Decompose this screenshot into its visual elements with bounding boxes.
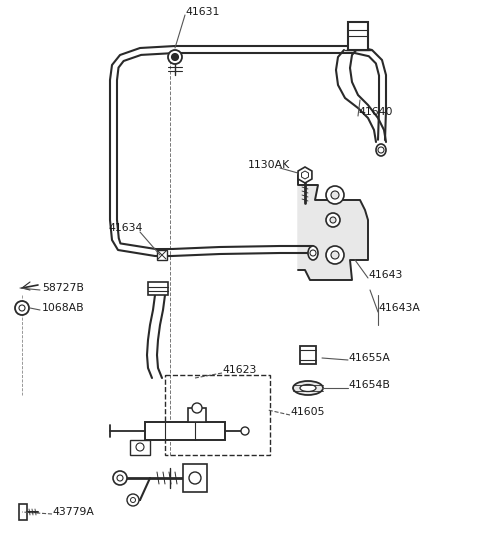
Text: 58727B: 58727B: [42, 283, 84, 293]
Text: 41605: 41605: [290, 407, 324, 417]
Text: 41643: 41643: [368, 270, 402, 280]
Text: 41640: 41640: [358, 107, 393, 117]
Ellipse shape: [293, 381, 323, 395]
Ellipse shape: [308, 246, 318, 260]
Circle shape: [326, 246, 344, 264]
Ellipse shape: [300, 385, 316, 392]
Circle shape: [117, 475, 123, 481]
Bar: [145, 422, 225, 440]
Bar: [165, 375, 270, 455]
Text: 41631: 41631: [185, 7, 219, 17]
Circle shape: [127, 494, 139, 506]
Text: 43779A: 43779A: [52, 507, 94, 517]
Circle shape: [326, 213, 340, 227]
Text: 41655A: 41655A: [348, 353, 390, 363]
Text: 41623: 41623: [222, 365, 256, 375]
Bar: [183, 464, 207, 492]
Ellipse shape: [376, 144, 386, 156]
Text: 41634: 41634: [108, 223, 143, 233]
Bar: [148, 282, 168, 295]
Circle shape: [331, 191, 339, 199]
Circle shape: [171, 54, 179, 61]
Circle shape: [168, 50, 182, 64]
Ellipse shape: [241, 427, 249, 435]
Bar: [157, 250, 167, 260]
Circle shape: [19, 305, 25, 311]
Text: 41643A: 41643A: [378, 303, 420, 313]
Bar: [130, 440, 150, 455]
Polygon shape: [298, 175, 368, 280]
Circle shape: [378, 147, 384, 153]
Circle shape: [131, 498, 135, 503]
Circle shape: [136, 443, 144, 451]
Circle shape: [192, 403, 202, 413]
Circle shape: [326, 186, 344, 204]
Bar: [348, 22, 368, 50]
Circle shape: [310, 250, 316, 256]
Bar: [300, 346, 316, 364]
Circle shape: [330, 217, 336, 223]
Circle shape: [331, 251, 339, 259]
Circle shape: [189, 472, 201, 484]
Circle shape: [15, 301, 29, 315]
Bar: [188, 408, 206, 422]
Text: 41654B: 41654B: [348, 380, 390, 390]
Text: 1130AK: 1130AK: [248, 160, 290, 170]
Bar: [19, 504, 27, 520]
Circle shape: [113, 471, 127, 485]
Text: 1068AB: 1068AB: [42, 303, 84, 313]
